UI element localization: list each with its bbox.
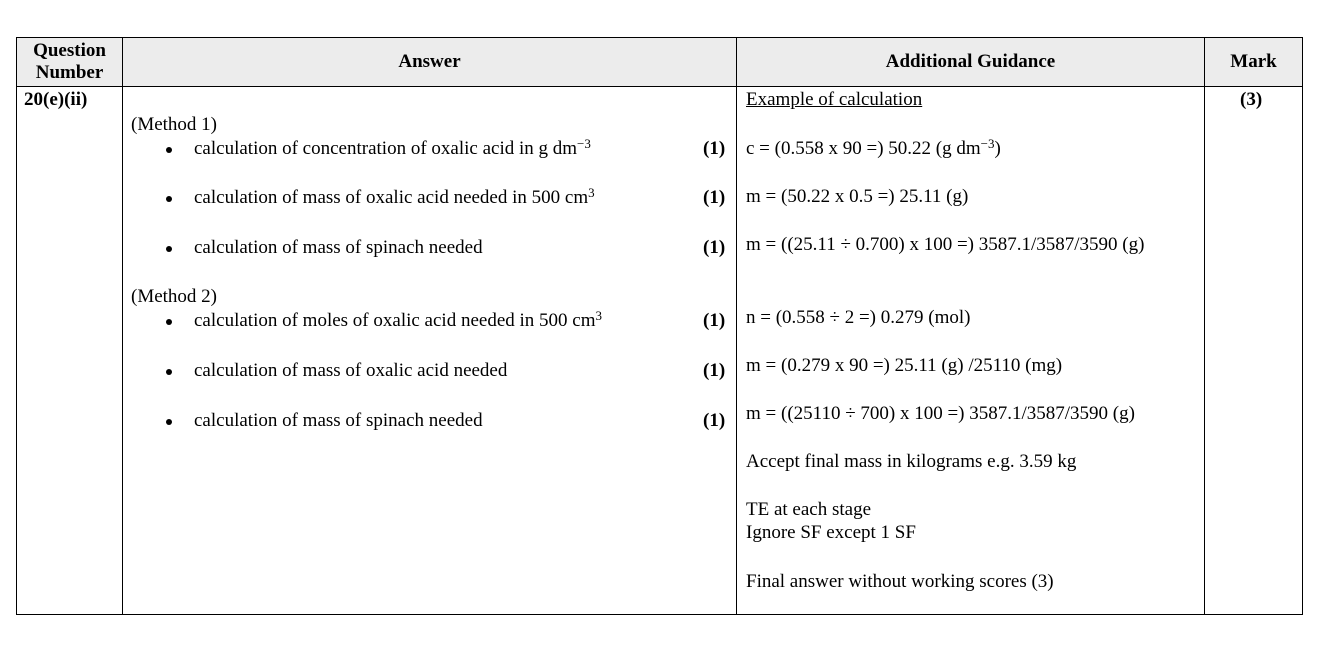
guidance-line: m = (0.279 x 90 =) 25.11 (g) /25110 (mg): [746, 355, 1063, 376]
table-header: [17, 38, 1302, 87]
guidance-line: n = (0.558 ÷ 2 =) 0.279 (mol): [746, 307, 971, 328]
method-label: (Method 2): [131, 286, 218, 307]
answer-item-text: calculation of mass of oxalic acid neede…: [194, 360, 508, 381]
answer-item: calculation of mass of oxalic acid neede…: [194, 185, 595, 209]
item-mark: (1): [703, 410, 726, 431]
superscript: 3: [588, 185, 595, 200]
total-mark: (3): [1240, 89, 1263, 110]
method-label: (Method 1): [131, 114, 218, 135]
column-divider: [122, 38, 123, 614]
item-mark: (1): [703, 237, 726, 258]
bullet-icon: [166, 246, 172, 252]
superscript: −3: [577, 136, 591, 151]
answer-item-text: calculation of mass of spinach needed: [194, 410, 483, 431]
answer-item: calculation of mass of spinach needed: [194, 410, 483, 432]
guidance-line: TE at each stage: [746, 499, 872, 520]
item-mark: (1): [703, 138, 726, 159]
guidance-line: Final answer without working scores (3): [746, 571, 1054, 592]
header-guidance: Additional Guidance: [885, 51, 1056, 72]
mark-scheme-table: Question Number Answer Additional Guidan…: [16, 37, 1303, 615]
guidance-line: Ignore SF except 1 SF: [746, 522, 916, 543]
item-mark: (1): [703, 310, 726, 331]
item-mark: (1): [703, 187, 726, 208]
item-mark: (1): [703, 360, 726, 381]
guidance-line: m = ((25.11 ÷ 0.700) x 100 =) 3587.1/358…: [746, 234, 1145, 255]
answer-item-text: calculation of concentration of oxalic a…: [194, 138, 578, 159]
answer-item: calculation of mass of spinach needed: [194, 237, 483, 259]
header-mark: Mark: [1230, 51, 1277, 72]
answer-item-text: calculation of mass of spinach needed: [194, 237, 483, 258]
superscript: 3: [595, 308, 603, 323]
guidance-line: Accept final mass in kilograms e.g. 3.59…: [746, 451, 1077, 472]
bullet-icon: [166, 419, 172, 425]
bullet-icon: [166, 369, 172, 375]
answer-item-text: calculation of mass of oxalic acid neede…: [194, 187, 589, 208]
guidance-line: m = ((25110 ÷ 700) x 100 =) 3587.1/3587/…: [746, 403, 1135, 424]
guidance-line: c = (0.558 x 90 =) 50.22 (g dm−3): [746, 136, 1001, 159]
question-number: 20(e)(ii): [24, 89, 88, 110]
column-divider: [736, 38, 737, 614]
bullet-icon: [166, 319, 172, 325]
guidance-heading: Example of calculation: [746, 89, 923, 110]
answer-item: calculation of moles of oxalic acid need…: [194, 308, 603, 332]
bullet-icon: [166, 196, 172, 202]
bullet-icon: [166, 147, 172, 153]
answer-item: calculation of mass of oxalic acid neede…: [194, 360, 507, 382]
answer-item-text: calculation of moles of oxalic acid need…: [194, 310, 596, 331]
header-question-number: Question Number: [33, 40, 106, 83]
answer-item: calculation of concentration of oxalic a…: [194, 136, 591, 160]
column-divider: [1204, 38, 1205, 614]
guidance-line: m = (50.22 x 0.5 =) 25.11 (g): [746, 186, 969, 207]
header-answer: Answer: [398, 51, 461, 72]
